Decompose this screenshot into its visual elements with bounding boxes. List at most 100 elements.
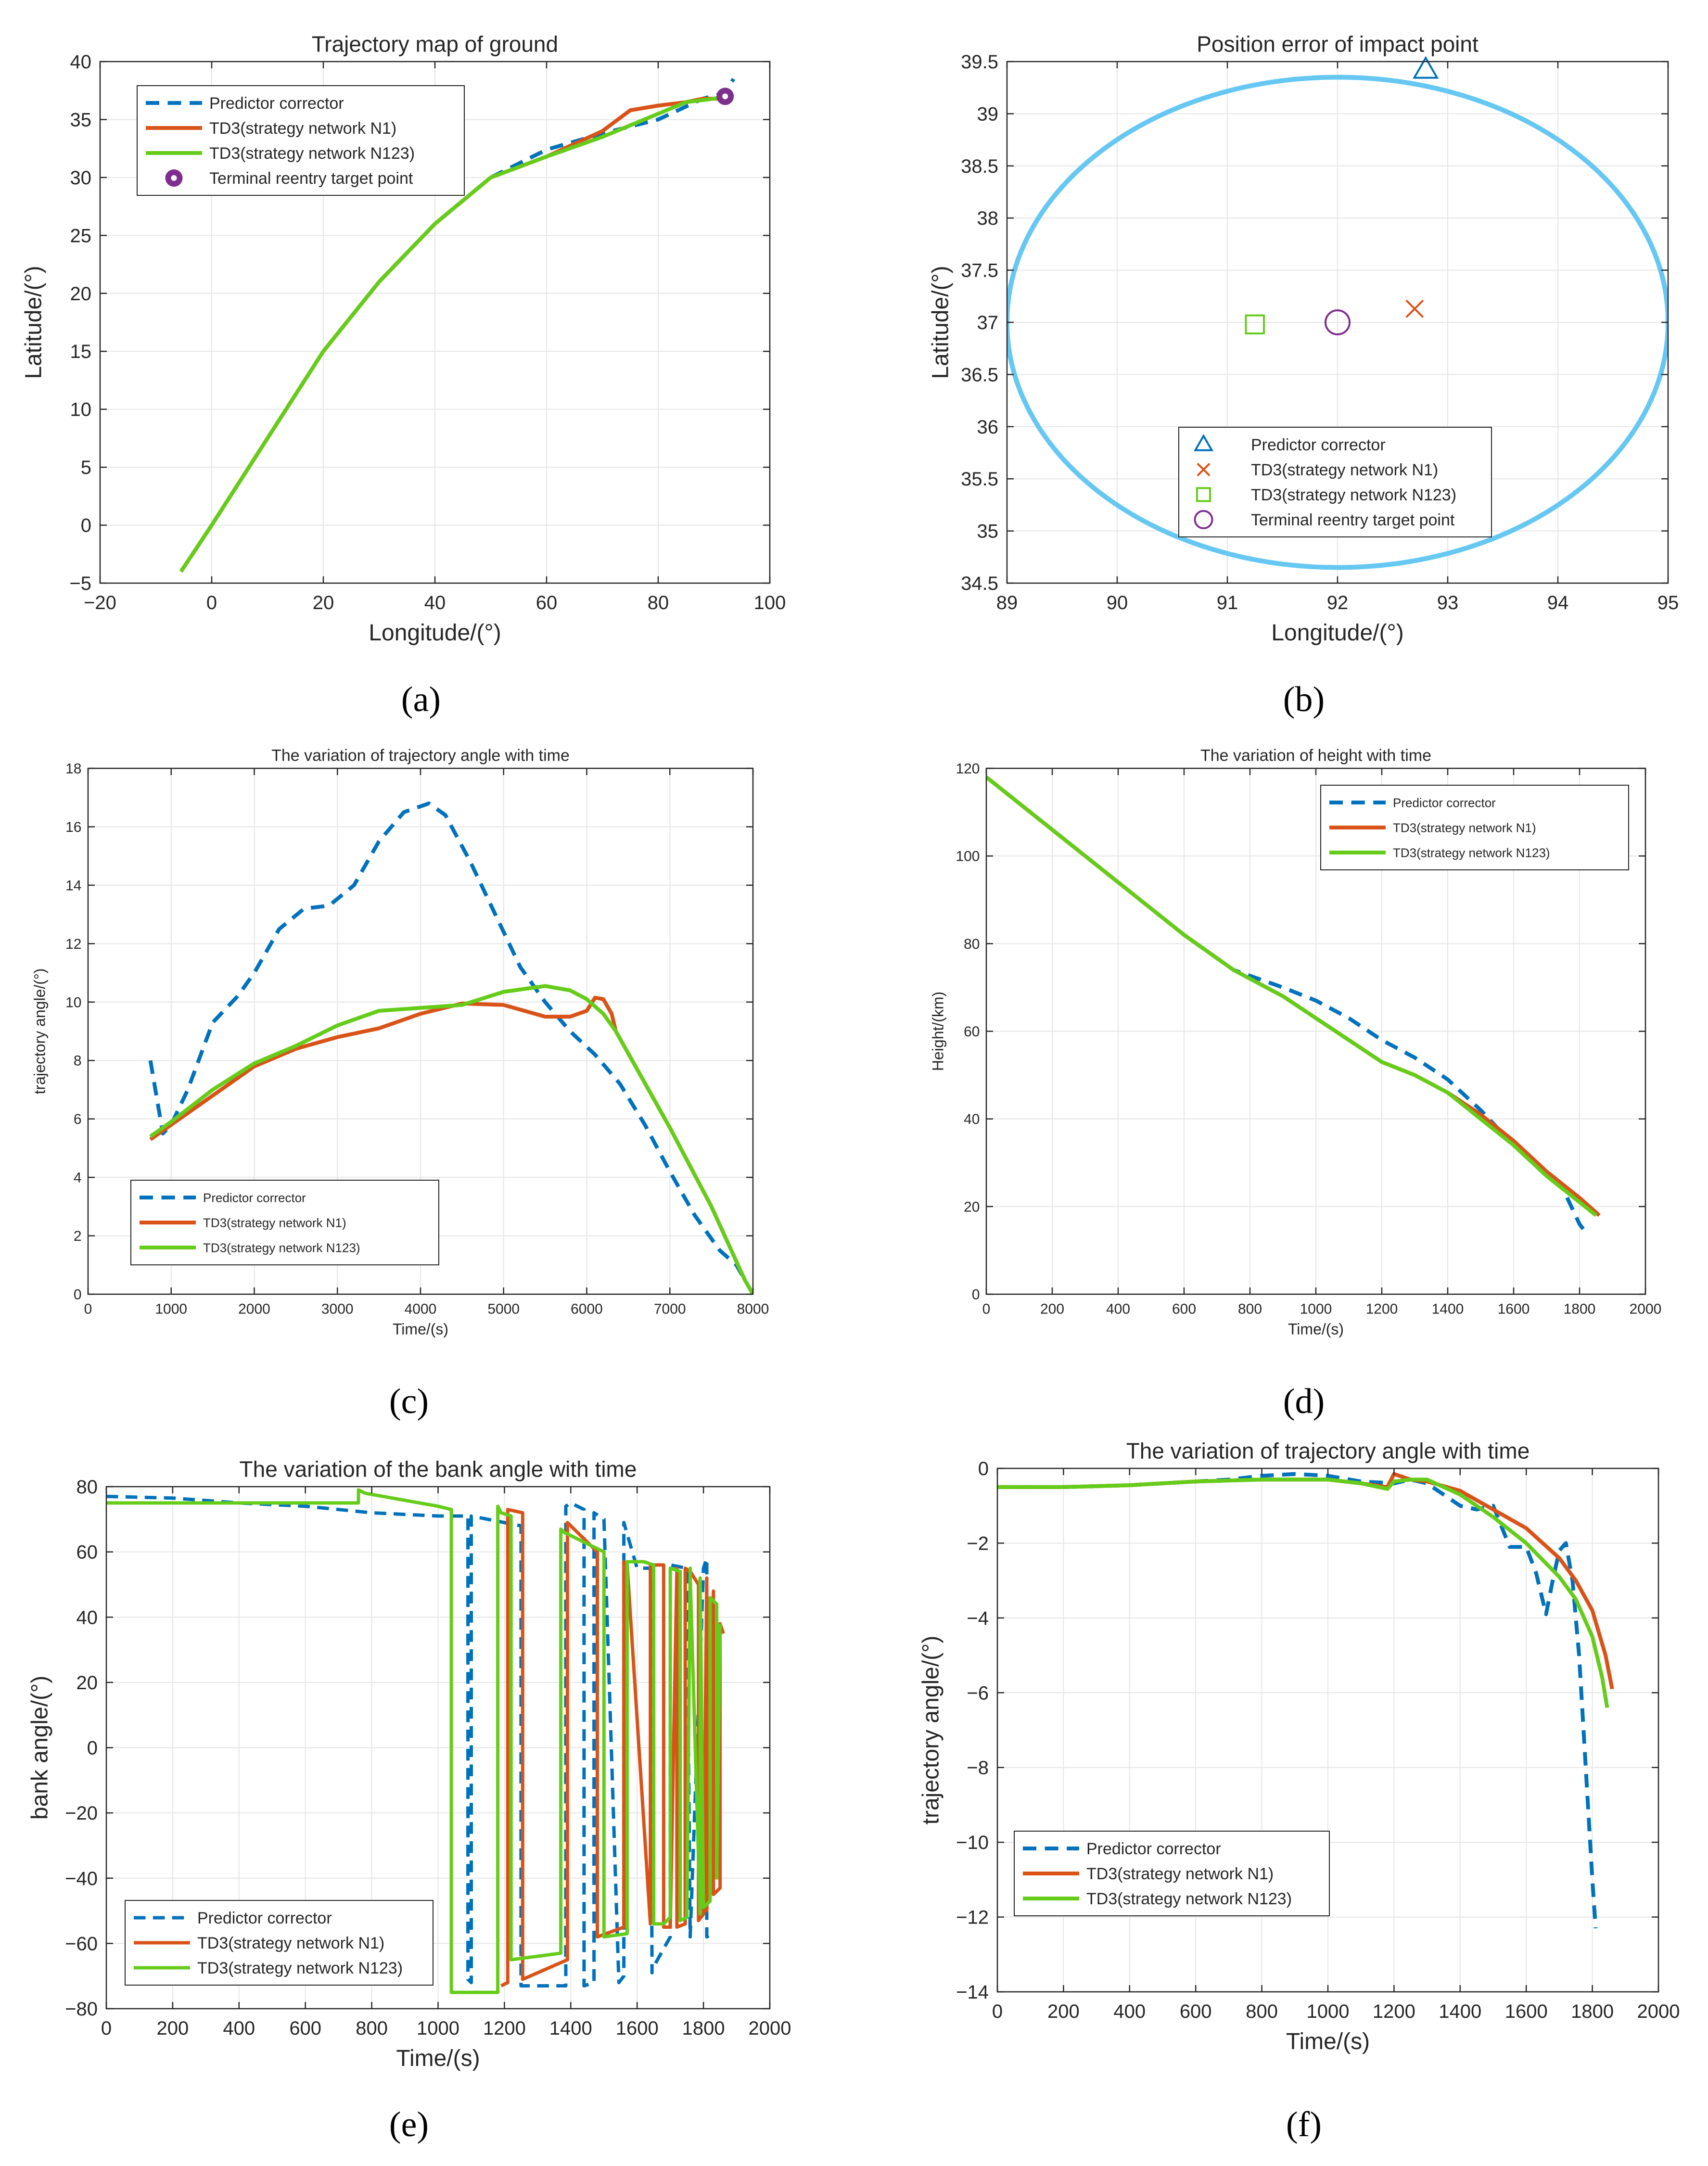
tick-label-y: 18 xyxy=(65,761,81,777)
tick-label-y: 38 xyxy=(977,208,999,229)
tick-label-x: 3000 xyxy=(321,1301,354,1317)
legend-label-n123: TD3(strategy network N123) xyxy=(209,144,415,163)
tick-label-y: −8 xyxy=(967,1758,989,1779)
legend: Predictor corrector TD3(strategy network … xyxy=(1320,785,1629,870)
legend-label-pc: Predictor corrector xyxy=(203,1190,306,1205)
tick-label-y: 120 xyxy=(956,761,980,777)
tick-label-x: 1200 xyxy=(1373,2001,1415,2022)
tick-label-x: 800 xyxy=(1246,2001,1278,2022)
tick-label-y: 0 xyxy=(978,1458,989,1479)
panel-c: 0 1000 2000 3000 4000 5000 6000 7000 8000 0 2 4 6 8 10… xyxy=(31,747,769,1421)
tick-label-y: 2 xyxy=(74,1228,82,1244)
legend: Predictor corrector TD3(strategy network … xyxy=(1014,1831,1330,1916)
tick-label-x: 200 xyxy=(157,2018,189,2039)
x-axis-label: Time/(s) xyxy=(393,1321,448,1338)
x-axis-label: Longitude/(°) xyxy=(369,620,501,646)
legend-label-n123: TD3(strategy network N123) xyxy=(203,1240,360,1255)
y-axis-label: trajectory angle/(°) xyxy=(918,1636,944,1825)
tick-label-y: 38.5 xyxy=(961,156,998,177)
tick-label-x: 1600 xyxy=(1505,2001,1548,2022)
legend-label-n1: TD3(strategy network N1) xyxy=(197,1934,384,1952)
tick-label-y: 60 xyxy=(964,1024,980,1040)
x-axis-label: Time/(s) xyxy=(1286,2029,1370,2054)
series-line-n123 xyxy=(986,776,1597,1217)
tick-label-x: −20 xyxy=(84,592,116,613)
tick-label-y: 37.5 xyxy=(961,260,998,281)
series-marker-n123 xyxy=(1245,314,1265,335)
tick-label-y: 15 xyxy=(70,341,92,362)
tick-label-x: 40 xyxy=(424,592,446,613)
series-line-pc xyxy=(997,1472,1598,1929)
legend-label-n123: TD3(strategy network N123) xyxy=(1086,1890,1292,1908)
legend-label-n1: TD3(strategy network N1) xyxy=(1251,461,1438,479)
tick-label-y: 60 xyxy=(76,1542,98,1563)
data-layer xyxy=(997,1472,1614,1929)
tick-label-x: 1600 xyxy=(616,2018,659,2039)
tick-label-y: 39 xyxy=(977,103,999,125)
subfigure-label: (b) xyxy=(1283,680,1325,719)
legend-label-target: Terminal reentry target point xyxy=(209,169,413,188)
chart-title: Trajectory map of ground xyxy=(312,31,558,56)
tick-label-y: 4 xyxy=(74,1170,82,1186)
subfigure-label: (a) xyxy=(401,680,441,719)
tick-label-y: 0 xyxy=(87,1738,98,1759)
tick-label-y: 30 xyxy=(70,167,92,189)
tick-label-x: 4000 xyxy=(405,1301,437,1317)
panel-b: 89 90 91 92 93 94 95 34.5 35 35.5 36 36.5 37 37.5 38 38… xyxy=(928,31,1679,719)
panel-a: −20 0 20 40 60 80 100 −5 0 5 10 15 20 25 30 35 40 Traject… xyxy=(21,31,786,719)
series-line-n123 xyxy=(997,1478,1609,1708)
tick-label-y: 100 xyxy=(956,849,980,865)
error-ellipse xyxy=(1007,75,1668,570)
tick-label-y: 35.5 xyxy=(961,469,998,490)
x-axis-label: Time/(s) xyxy=(396,2046,480,2071)
legend-label-target: Terminal reentry target point xyxy=(1251,511,1455,529)
tick-label-y: 80 xyxy=(964,936,980,952)
tick-label-y: 20 xyxy=(76,1672,98,1694)
series-line-n123 xyxy=(149,984,753,1295)
tick-label-x: 400 xyxy=(223,2018,255,2039)
tick-label-x: 80 xyxy=(648,592,669,613)
subfigure-label: (f) xyxy=(1286,2105,1322,2144)
tick-label-y: −4 xyxy=(967,1608,989,1629)
chart-title: The variation of the bank angle with tim… xyxy=(240,1456,637,1481)
legend-label-pc: Predictor corrector xyxy=(1393,795,1496,810)
legend-box xyxy=(1178,427,1492,537)
legend-label-n123: TD3(strategy network N123) xyxy=(1393,845,1550,860)
tick-label-y: 35 xyxy=(977,521,999,542)
tick-label-x: 1800 xyxy=(682,2018,725,2039)
tick-label-x: 1000 xyxy=(1307,2001,1350,2022)
tick-label-x: 6000 xyxy=(571,1301,603,1317)
panel-d: 0 200 400 600 800 1000 1200 1400 1600 1800 2000 0 20… xyxy=(929,747,1661,1421)
data-layer xyxy=(1007,75,1668,570)
tick-label-y: −2 xyxy=(967,1533,989,1554)
tick-label-y: 40 xyxy=(964,1111,980,1127)
tick-label-x: 1400 xyxy=(1439,2001,1481,2022)
tick-label-x: 100 xyxy=(754,592,786,613)
chart-title: Position error of impact point xyxy=(1197,31,1479,56)
tick-label-x: 2000 xyxy=(238,1301,270,1317)
data-layer xyxy=(106,1488,725,1994)
tick-label-x: 1000 xyxy=(1300,1301,1332,1317)
tick-label-x: 400 xyxy=(1113,2001,1146,2022)
tick-label-x: 0 xyxy=(84,1301,92,1317)
tick-label-x: 1000 xyxy=(155,1301,187,1317)
tick-label-y: 37 xyxy=(977,312,999,333)
tick-label-y: −60 xyxy=(65,1933,98,1954)
legend-swatch-target-inner xyxy=(171,175,177,181)
tick-label-x: 1400 xyxy=(1432,1301,1464,1317)
legend-swatch-pc xyxy=(1193,433,1214,451)
legend: Predictor corrector TD3(strategy network … xyxy=(137,85,465,196)
tick-label-y: −14 xyxy=(956,1982,989,2003)
tick-label-x: 600 xyxy=(1180,2001,1212,2022)
tick-label-x: 400 xyxy=(1106,1301,1130,1317)
tick-label-y: 6 xyxy=(74,1111,82,1127)
tick-label-y: 0 xyxy=(81,515,91,536)
tick-label-y: −12 xyxy=(956,1907,989,1928)
legend-label-n123: TD3(strategy network N123) xyxy=(197,1959,403,1977)
tick-label-y: 35 xyxy=(70,109,92,130)
y-axis-label: Latitude/(°) xyxy=(21,266,47,379)
series-marker-target-inner xyxy=(722,93,728,100)
series-line-pc xyxy=(148,801,753,1295)
tick-label-y: 5 xyxy=(81,457,91,478)
